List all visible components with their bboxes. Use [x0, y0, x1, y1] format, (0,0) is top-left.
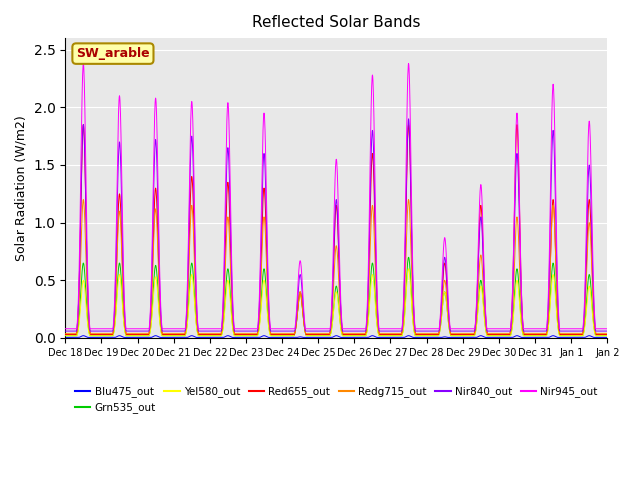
Nir945_out [364, 290, 371, 296]
Red655_out [571, 332, 579, 337]
Nir840_out [494, 328, 502, 334]
Nir945_out [61, 326, 69, 332]
Red655_out [212, 332, 220, 337]
Grn535_out [404, 254, 412, 260]
Red655_out [364, 304, 371, 310]
Red655_out [61, 332, 69, 337]
Redg715_out [364, 312, 371, 318]
Red655_out [494, 332, 502, 337]
Redg715_out [61, 331, 69, 336]
Redg715_out [352, 331, 360, 336]
Yel580_out [556, 332, 563, 338]
Line: Red655_out: Red655_out [65, 125, 607, 335]
Nir840_out [571, 328, 579, 334]
Blu475_out [364, 335, 371, 340]
Line: Nir840_out: Nir840_out [65, 119, 607, 331]
Blu475_out [604, 335, 611, 340]
Blu475_out [571, 335, 579, 340]
Nir945_out [352, 326, 360, 332]
Red655_out [604, 332, 611, 337]
Grn535_out [571, 333, 579, 338]
Grn535_out [604, 333, 611, 338]
Blu475_out [352, 335, 360, 340]
Blu475_out [556, 335, 563, 340]
Legend: Blu475_out, Grn535_out, Yel580_out, Red655_out, Redg715_out, Nir840_out, Nir945_: Blu475_out, Grn535_out, Yel580_out, Red6… [70, 382, 602, 418]
Line: Nir945_out: Nir945_out [65, 63, 607, 329]
Grn535_out [61, 333, 69, 338]
Blu475_out [79, 333, 87, 338]
Grn535_out [212, 333, 220, 338]
Line: Blu475_out: Blu475_out [65, 336, 607, 337]
Nir945_out [556, 324, 563, 329]
Grn535_out [364, 324, 371, 330]
Redg715_out [494, 331, 502, 336]
Redg715_out [571, 331, 579, 336]
Yel580_out [494, 333, 502, 338]
Redg715_out [79, 197, 87, 203]
Blu475_out [212, 335, 220, 340]
Yel580_out [364, 326, 371, 332]
Blu475_out [61, 335, 69, 340]
Yel580_out [352, 333, 360, 338]
Nir840_out [604, 328, 611, 334]
Line: Redg715_out: Redg715_out [65, 200, 607, 334]
Redg715_out [212, 331, 220, 336]
Grn535_out [352, 333, 360, 338]
Nir840_out [364, 306, 371, 312]
Yel580_out [212, 333, 220, 338]
Nir840_out [556, 325, 563, 331]
Y-axis label: Solar Radiation (W/m2): Solar Radiation (W/m2) [15, 115, 28, 261]
Yel580_out [571, 333, 579, 338]
Yel580_out [604, 333, 611, 338]
Grn535_out [494, 333, 502, 338]
Blu475_out [494, 335, 502, 340]
Nir945_out [604, 326, 611, 332]
Redg715_out [604, 331, 611, 336]
Nir945_out [571, 326, 579, 332]
Text: SW_arable: SW_arable [76, 47, 150, 60]
Nir840_out [404, 116, 412, 122]
Red655_out [556, 329, 563, 335]
Nir945_out [212, 326, 220, 332]
Nir840_out [352, 328, 360, 334]
Redg715_out [556, 329, 563, 335]
Grn535_out [556, 332, 563, 337]
Nir945_out [494, 326, 502, 332]
Nir945_out [79, 60, 87, 66]
Yel580_out [404, 266, 412, 272]
Yel580_out [61, 333, 69, 338]
Nir840_out [61, 328, 69, 334]
Red655_out [79, 122, 87, 128]
Line: Grn535_out: Grn535_out [65, 257, 607, 336]
Nir840_out [212, 328, 220, 334]
Red655_out [352, 332, 360, 337]
Title: Reflected Solar Bands: Reflected Solar Bands [252, 15, 420, 30]
Line: Yel580_out: Yel580_out [65, 269, 607, 336]
